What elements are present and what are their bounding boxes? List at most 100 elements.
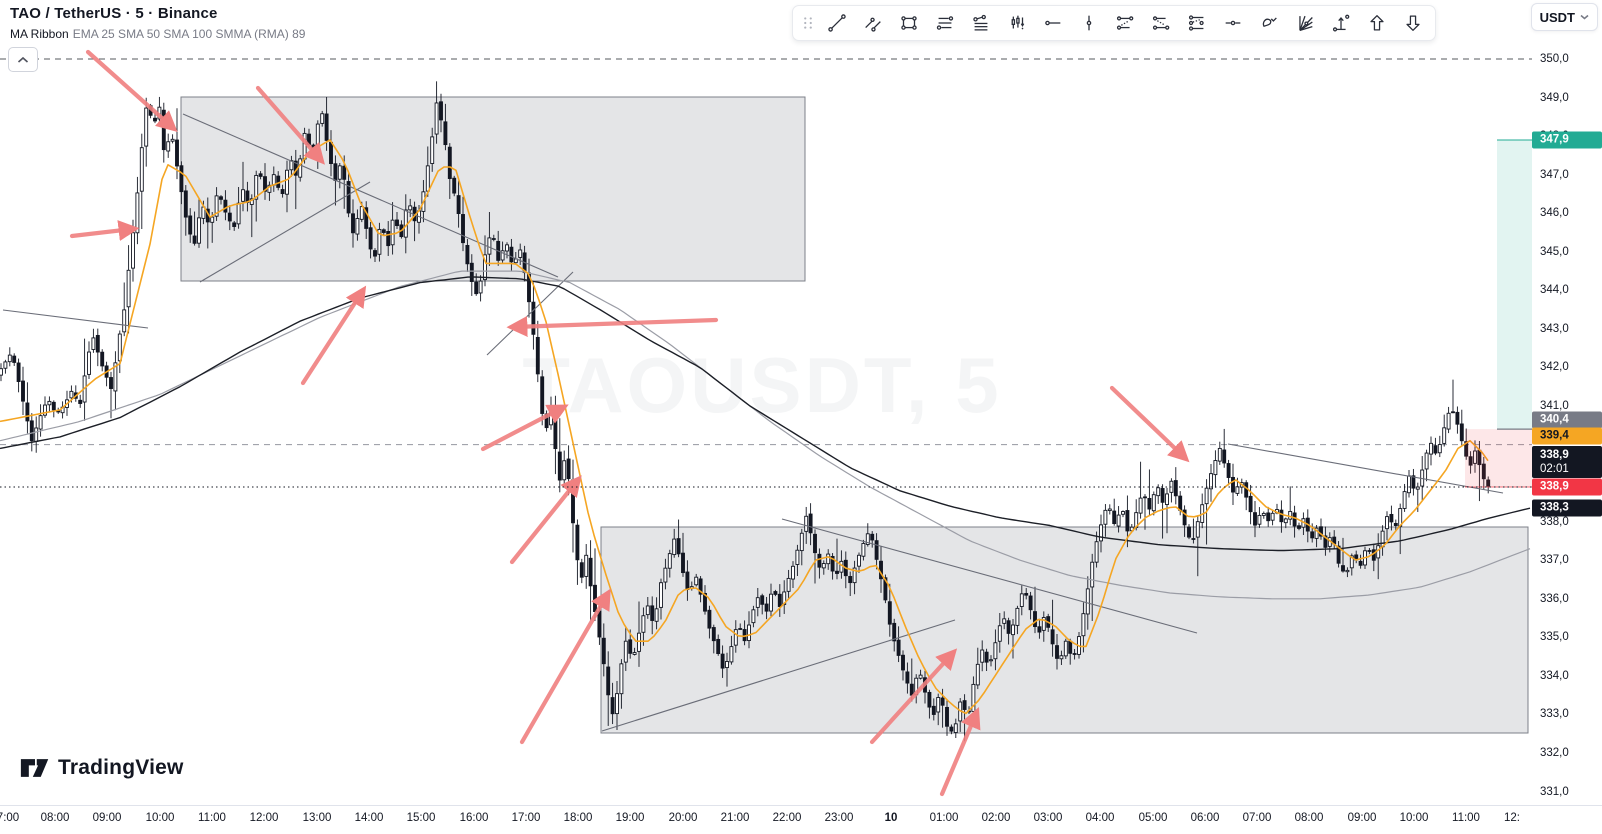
tool-arrow-up-button[interactable]: [1359, 8, 1395, 38]
tool-price-range-button[interactable]: [1323, 8, 1359, 38]
price-badge: 338,3: [1532, 499, 1602, 517]
time-label: 13:00: [302, 812, 332, 824]
time-label: 17:00: [511, 812, 541, 824]
price-tick: 342,0: [1540, 361, 1569, 374]
zone-rectangles[interactable]: [180, 96, 1529, 734]
tool-arrow-down-button[interactable]: [1395, 8, 1431, 38]
time-label: 12:: [1504, 812, 1520, 824]
time-label: 12:00: [249, 812, 279, 824]
tool-brush-button[interactable]: [1251, 8, 1287, 38]
price-tick: 347,0: [1540, 168, 1569, 181]
tool-bars-pattern-button[interactable]: [999, 8, 1035, 38]
chevron-down-icon: [1580, 14, 1589, 20]
arrow-down-icon: [1406, 15, 1420, 31]
vertical-line-icon: [1086, 15, 1092, 31]
collapse-panel-button[interactable]: [8, 47, 38, 72]
time-label: 7:00: [0, 812, 20, 824]
pitchfork-icon: [973, 14, 988, 31]
gann-fan-icon: [1299, 15, 1313, 31]
time-label: 04:00: [1085, 812, 1115, 824]
price-badge: 340,4: [1532, 411, 1602, 429]
tool-rectangle-button[interactable]: [891, 8, 927, 38]
price-tick: 341,0: [1540, 400, 1569, 412]
tool-gann-fan-button[interactable]: [1287, 8, 1323, 38]
time-label: 05:00: [1138, 812, 1168, 824]
tool-trend-line-button[interactable]: [819, 8, 855, 38]
tool-horizontal-ray-button[interactable]: [1035, 8, 1071, 38]
forecast-icon: [1188, 15, 1204, 31]
time-label: 18:00: [563, 812, 593, 824]
time-label: 10:00: [1399, 812, 1429, 824]
indicator-legend[interactable]: MA Ribbon EMA 25 SMA 50 SMA 100 SMMA (RMA…: [10, 27, 305, 41]
tradingview-logo-icon: [20, 759, 49, 777]
long-position-icon: [1116, 16, 1134, 30]
drag-handle-icon: [804, 17, 812, 29]
price-tick: 333,0: [1540, 708, 1569, 721]
time-label: 02:00: [981, 812, 1011, 824]
tradingview-logo[interactable]: TradingView: [20, 756, 184, 780]
indicator-name: MA Ribbon: [10, 27, 69, 41]
bars-pattern-icon: [1011, 15, 1025, 30]
time-label: 14:00: [354, 812, 384, 824]
tool-pitchfork-button[interactable]: [963, 8, 999, 38]
symbol-title[interactable]: TAO / TetherUS · 5 · Binance: [10, 5, 218, 22]
drawing-toolbar: [792, 5, 1436, 41]
price-tick: 337,0: [1540, 554, 1569, 567]
time-label: 23:00: [824, 812, 854, 824]
tool-long-position-button[interactable]: [1107, 8, 1143, 38]
time-label: 22:00: [772, 812, 802, 824]
price-tick: 331,0: [1540, 785, 1569, 798]
time-label: 03:00: [1033, 812, 1063, 824]
price-tick: 345,0: [1540, 245, 1569, 258]
annotation-arrows[interactable]: [69, 49, 1190, 797]
time-label: 08:00: [1294, 812, 1324, 824]
indicator-params: EMA 25 SMA 50 SMA 100 SMMA (RMA) 89: [72, 27, 306, 41]
tool-forecast-button[interactable]: [1179, 8, 1215, 38]
fib-retracement-icon: [936, 16, 954, 30]
time-axis[interactable]: 7:00 08:00 09:00 10:00 11:00 12:00 13:00 14:00 1…: [0, 805, 1602, 834]
price-tick: 332,0: [1540, 747, 1569, 760]
time-label-date: 10: [884, 812, 898, 824]
time-label: 09:00: [1347, 812, 1377, 824]
time-label: 06:00: [1190, 812, 1220, 824]
time-label: 21:00: [720, 812, 750, 824]
trend-line-icon: [828, 14, 846, 32]
price-tick: 338,0: [1540, 515, 1569, 528]
price-tick: 334,0: [1540, 669, 1569, 682]
price-tick: 336,0: [1540, 592, 1569, 605]
price-tick: 343,0: [1540, 322, 1569, 335]
horizontal-ray-icon: [1045, 20, 1061, 26]
price-badge: 338,9: [1532, 478, 1602, 496]
time-label: 07:00: [1242, 812, 1272, 824]
ma-lines: [0, 139, 1531, 715]
price-axis[interactable]: 350,0349,0348,0347,0346,0345,0344,0343,0…: [1532, 0, 1602, 805]
short-position-icon: [1152, 16, 1170, 30]
price-tick: 349,0: [1540, 91, 1569, 104]
price-range-icon: [1332, 14, 1350, 32]
time-label: 09:00: [92, 812, 122, 824]
tool-vertical-line-button[interactable]: [1071, 8, 1107, 38]
trendlines[interactable]: [2, 113, 1504, 732]
price-tick: 344,0: [1540, 284, 1569, 297]
tradingview-logo-text: TradingView: [58, 756, 184, 779]
dashed-level-lines[interactable]: [0, 58, 1540, 446]
currency-dropdown[interactable]: USDT: [1530, 3, 1598, 31]
brush-icon: [1262, 17, 1277, 27]
price-badge: 339,4: [1532, 427, 1602, 445]
tool-extended-line-button[interactable]: [855, 8, 891, 38]
time-label: 19:00: [615, 812, 645, 824]
price-tick: 350,0: [1540, 53, 1569, 65]
rectangle-icon: [901, 16, 917, 30]
extended-line-icon: [865, 17, 881, 32]
long-position-tool[interactable]: [1465, 139, 1540, 488]
tool-short-position-button[interactable]: [1143, 8, 1179, 38]
price-badge: 338,9 02:01: [1532, 446, 1602, 478]
toolbar-drag-handle[interactable]: [797, 8, 819, 38]
time-label: 20:00: [668, 812, 698, 824]
tool-fib-retracement-button[interactable]: [927, 8, 963, 38]
tool-horizontal-line-button[interactable]: [1215, 8, 1251, 38]
chevron-up-icon: [17, 56, 29, 63]
price-badge: 347,9: [1532, 131, 1602, 149]
